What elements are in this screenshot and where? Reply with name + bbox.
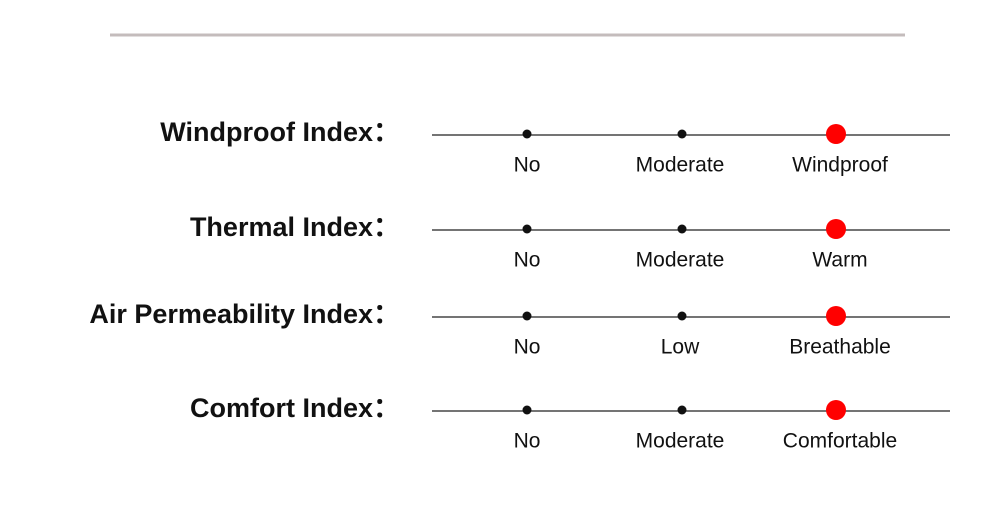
level-label: Moderate	[636, 154, 725, 177]
level-label: Moderate	[636, 249, 725, 272]
level-dot	[677, 405, 687, 415]
level-dot	[677, 129, 687, 139]
level-label: Low	[661, 336, 700, 359]
level-dot	[677, 224, 687, 234]
selected-dot	[826, 124, 846, 144]
level-dot	[522, 311, 532, 321]
level-label: No	[514, 154, 541, 177]
selected-dot	[826, 219, 846, 239]
index-label: Windproof Index：	[160, 117, 400, 147]
level-label: Breathable	[789, 336, 891, 359]
level-dot	[522, 405, 532, 415]
level-label: Comfortable	[783, 430, 897, 453]
selected-dot	[826, 306, 846, 326]
level-dot	[522, 224, 532, 234]
level-label: Warm	[812, 249, 867, 272]
index-label: Thermal Index：	[190, 212, 400, 242]
level-dot	[522, 129, 532, 139]
level-label: No	[514, 249, 541, 272]
selected-dot	[826, 400, 846, 420]
level-label: Moderate	[636, 430, 725, 453]
index-label: Air Permeability Index：	[89, 299, 400, 329]
level-label: No	[514, 336, 541, 359]
index-label: Comfort Index：	[190, 393, 400, 423]
level-label: No	[514, 430, 541, 453]
level-dot	[677, 311, 687, 321]
level-label: Windproof	[792, 154, 888, 177]
